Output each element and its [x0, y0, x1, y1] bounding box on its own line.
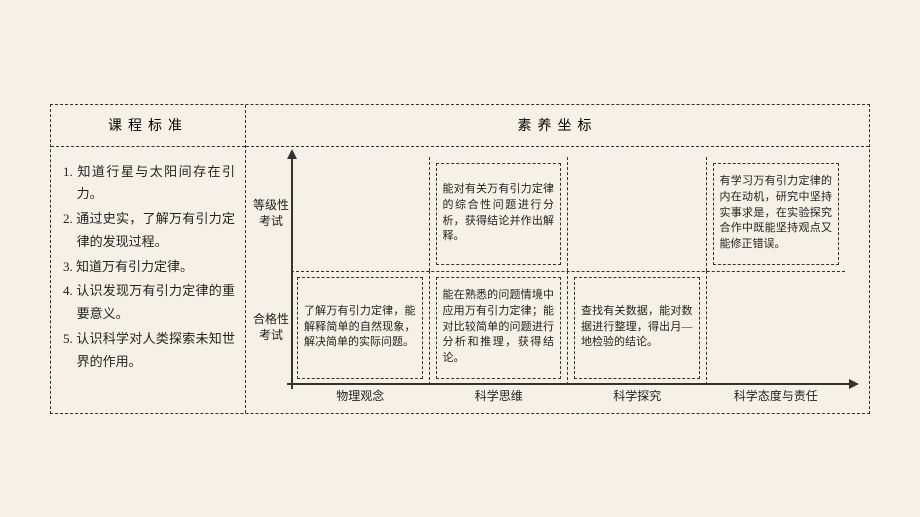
matrix-header: 素养坐标: [246, 105, 869, 147]
arrow-right-icon: [849, 379, 859, 389]
cell-content: 查找有关数据，能对数据进行整理，得出月—地检验的结论。: [574, 277, 700, 379]
diagram-container: 课程标准 1. 知道行星与太阳间存在引力。 2. 通过史实，了解万有引力定律的发…: [50, 104, 870, 414]
standards-list: 1. 知道行星与太阳间存在引力。 2. 通过史实，了解万有引力定律的发现过程。 …: [51, 147, 245, 413]
x-label: 科学态度与责任: [707, 387, 846, 407]
cell-content: 了解万有引力定律，能解释简单的自然现象，解决简单的实际问题。: [297, 277, 423, 379]
cell-content: [297, 163, 423, 265]
cell-content: 能对有关万有引力定律的综合性问题进行分析，获得结论并作出解释。: [436, 163, 562, 265]
cell-content: 能在熟悉的问题情境中应用万有引力定律；能对比较简单的问题进行分析和推理，获得结论…: [436, 277, 562, 379]
standards-header: 课程标准: [51, 105, 245, 147]
x-label: 科学探究: [568, 387, 707, 407]
standard-item: 3. 知道万有引力定律。: [63, 256, 235, 279]
matrix-row-bottom: 了解万有引力定律，能解释简单的自然现象，解决简单的实际问题。 能在熟悉的问题情境…: [291, 271, 845, 385]
matrix-cell: [568, 157, 707, 271]
matrix-cell: 能在熟悉的问题情境中应用万有引力定律；能对比较简单的问题进行分析和推理，获得结论…: [430, 271, 569, 385]
matrix-grid: 能对有关万有引力定律的综合性问题进行分析，获得结论并作出解释。 有学习万有引力定…: [291, 157, 845, 385]
x-axis-labels: 物理观念 科学思维 科学探究 科学态度与责任: [291, 387, 845, 407]
y-axis-labels: 等级性考试 合格性考试: [251, 157, 291, 385]
standard-item: 4. 认识发现万有引力定律的重要意义。: [63, 280, 235, 326]
matrix-cell: 查找有关数据，能对数据进行整理，得出月—地检验的结论。: [568, 271, 707, 385]
standards-column: 课程标准 1. 知道行星与太阳间存在引力。 2. 通过史实，了解万有引力定律的发…: [51, 105, 246, 413]
matrix-row-top: 能对有关万有引力定律的综合性问题进行分析，获得结论并作出解释。 有学习万有引力定…: [291, 157, 845, 271]
standard-item: 2. 通过史实，了解万有引力定律的发现过程。: [63, 208, 235, 254]
matrix-cell: 了解万有引力定律，能解释简单的自然现象，解决简单的实际问题。: [291, 271, 430, 385]
y-label: 合格性考试: [251, 271, 291, 385]
cell-content: [574, 163, 700, 265]
cell-content: [713, 277, 840, 379]
y-label: 等级性考试: [251, 157, 291, 271]
matrix-column: 素养坐标 等级性考试 合格性考试 能对有关万有引力定律的: [246, 105, 869, 413]
matrix-chart: 等级性考试 合格性考试 能对有关万有引力定律的综合性问题进行分析，获得结论并作出…: [246, 147, 869, 413]
x-label: 物理观念: [291, 387, 430, 407]
standard-item: 1. 知道行星与太阳间存在引力。: [63, 161, 235, 207]
cell-content: 有学习万有引力定律的内在动机，研究中坚持实事求是，在实验探究合作中既能坚持观点又…: [713, 163, 840, 265]
matrix-cell: [291, 157, 430, 271]
standard-item: 5. 认识科学对人类探索未知世界的作用。: [63, 328, 235, 374]
x-label: 科学思维: [430, 387, 569, 407]
matrix-cell: 有学习万有引力定律的内在动机，研究中坚持实事求是，在实验探究合作中既能坚持观点又…: [707, 157, 846, 271]
matrix-cell: 能对有关万有引力定律的综合性问题进行分析，获得结论并作出解释。: [430, 157, 569, 271]
matrix-cell: [707, 271, 846, 385]
